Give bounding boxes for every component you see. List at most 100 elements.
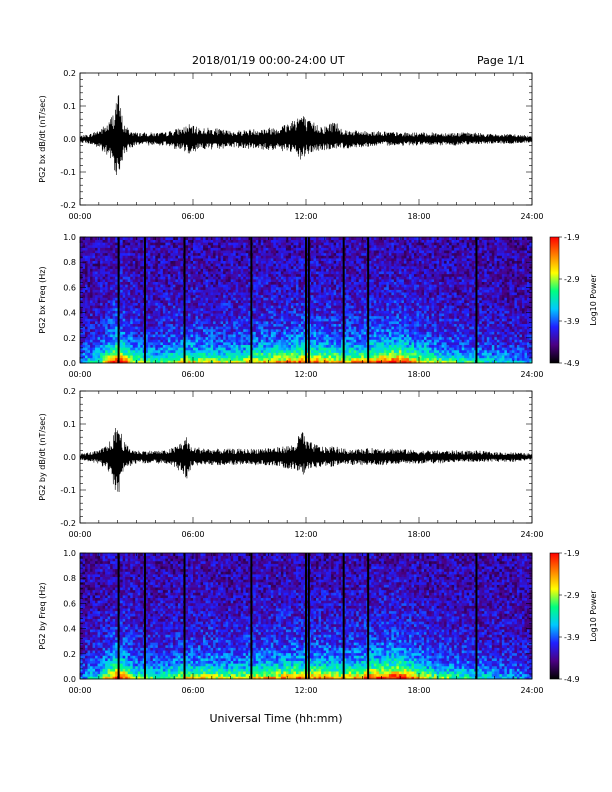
- spectrogram-cell: [218, 297, 222, 301]
- spectrogram-cell: [127, 260, 131, 264]
- spectrogram-cell: [100, 284, 103, 288]
- spectrogram-cell: [112, 263, 116, 267]
- spectrogram-cell: [200, 313, 204, 317]
- spectrogram-cell: [127, 315, 131, 319]
- spectrogram-cell: [278, 239, 282, 243]
- spectrogram-cell: [288, 237, 292, 241]
- spectrogram-cell: [260, 244, 264, 248]
- spectrogram-cell: [102, 342, 106, 346]
- spectrogram-cell: [243, 305, 247, 309]
- spectrogram-cell: [288, 307, 292, 311]
- spectrogram-cell: [180, 271, 184, 275]
- spectrogram-cell: [187, 255, 191, 259]
- spectrogram-cell: [87, 292, 91, 296]
- spectrogram-cell: [132, 342, 136, 346]
- spectrogram-cell: [288, 360, 292, 364]
- spectrogram-cell: [248, 313, 252, 317]
- spectrogram-cell: [263, 271, 267, 275]
- spectrogram-cell: [303, 244, 307, 248]
- spectrogram-cell: [112, 258, 116, 262]
- spectrogram-cell: [165, 281, 169, 285]
- spectrogram-cell: [210, 297, 214, 301]
- spectrogram-cell: [122, 326, 126, 330]
- spectrogram-cell: [90, 321, 93, 325]
- spectrogram-cell: [137, 331, 141, 335]
- spectrogram-cell: [172, 279, 176, 283]
- spectrogram-cell: [147, 328, 151, 332]
- spectrogram-cell: [170, 268, 174, 272]
- spectrogram-cell: [195, 252, 199, 256]
- spectrogram-cell: [280, 313, 284, 317]
- spectrogram-cell: [95, 284, 98, 288]
- spectrogram-cell: [137, 286, 141, 290]
- spectrogram-cell: [122, 281, 126, 285]
- spectrogram-cell: [125, 244, 129, 248]
- spectrogram-cell: [200, 289, 204, 293]
- spectrogram-cell: [107, 355, 111, 359]
- spectrogram-cell: [97, 281, 101, 285]
- spectrogram-cell: [253, 328, 257, 332]
- spectrogram-cell: [205, 334, 209, 338]
- spectrogram-cell: [185, 347, 189, 351]
- spectrogram-cell: [293, 349, 297, 353]
- spectrogram-cell: [210, 352, 214, 356]
- spectrogram-cell: [298, 260, 302, 264]
- spectrogram-cell: [326, 360, 329, 364]
- spectrogram-cell: [255, 349, 259, 353]
- spectrogram-cell: [200, 258, 204, 262]
- spectrogram-cell: [170, 313, 174, 317]
- spectrogram-cell: [321, 237, 324, 241]
- spectrogram-cell: [303, 323, 307, 327]
- spectrogram-cell: [275, 294, 279, 298]
- spectrogram-cell: [152, 342, 156, 346]
- spectrogram-cell: [147, 313, 151, 317]
- spectrogram-cell: [321, 347, 324, 351]
- spectrogram-cell: [283, 360, 287, 364]
- spectrogram-cell: [190, 318, 194, 322]
- spectrogram-cell: [323, 349, 327, 353]
- spectrogram-cell: [152, 242, 156, 246]
- spectrogram-cell: [263, 281, 267, 285]
- spectrogram-cell: [316, 242, 319, 246]
- spectrogram-cell: [87, 281, 91, 285]
- spectrogram-cell: [328, 268, 332, 272]
- spectrogram-cell: [268, 268, 272, 272]
- spectrogram-cell: [303, 336, 307, 340]
- spectrogram-cell: [293, 268, 297, 272]
- spectrogram-cell: [213, 260, 216, 264]
- spectrogram-cell: [140, 284, 144, 288]
- spectrogram-cell: [255, 281, 259, 285]
- spectrogram-cell: [195, 237, 199, 241]
- spectrogram-cell: [150, 328, 154, 332]
- spectrogram-cell: [275, 357, 279, 361]
- spectrogram-cell: [218, 315, 222, 319]
- spectrogram-cell: [293, 281, 297, 285]
- spectrogram-cell: [160, 349, 164, 353]
- spectrogram-cell: [285, 328, 289, 332]
- spectrogram-cell: [122, 268, 126, 272]
- spectrogram-cell: [218, 289, 222, 293]
- spectrogram-cell: [152, 323, 156, 327]
- spectrogram-cell: [140, 271, 144, 275]
- spectrogram-cell: [278, 260, 282, 264]
- spectrogram-cell: [253, 307, 257, 311]
- spectrogram-cell: [326, 255, 329, 259]
- spectrogram-cell: [90, 247, 93, 251]
- spectrogram-cell: [298, 321, 302, 325]
- spectrogram-cell: [115, 294, 119, 298]
- spectrogram-cell: [200, 281, 204, 285]
- spectrogram-cell: [177, 302, 181, 306]
- spectrogram-cell: [293, 276, 297, 280]
- spectrogram-cell: [95, 339, 98, 343]
- spectrogram-cell: [97, 279, 101, 283]
- spectrogram-cell: [152, 318, 156, 322]
- spectrogram-cell: [331, 242, 335, 246]
- spectrogram-cell: [130, 255, 134, 259]
- spectrogram-cell: [270, 281, 274, 285]
- spectrogram-cell: [323, 344, 327, 348]
- spectrogram-cell: [293, 292, 297, 296]
- spectrogram-cell: [150, 323, 154, 327]
- spectrogram-cell: [218, 258, 222, 262]
- spectrogram-cell: [285, 313, 289, 317]
- spectrogram-cell: [295, 326, 299, 330]
